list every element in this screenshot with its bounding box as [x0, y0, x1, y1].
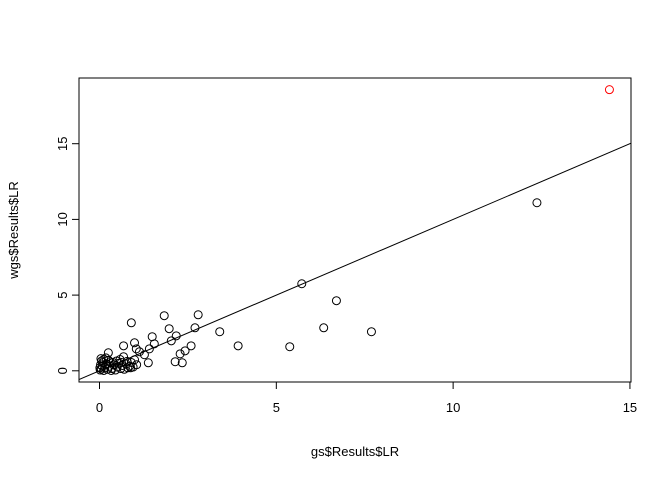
plot-marks — [79, 85, 631, 381]
data-point — [171, 331, 181, 341]
data-point — [106, 365, 116, 375]
x-tick-label: 5 — [273, 400, 280, 415]
data-point — [130, 338, 140, 348]
data-point — [297, 279, 307, 289]
y-tick-label: 0 — [55, 367, 70, 374]
data-point — [170, 357, 180, 367]
data-point — [139, 350, 149, 360]
data-point — [319, 323, 329, 333]
data-point — [180, 346, 190, 356]
data-point — [122, 356, 132, 366]
y-tick-label: 10 — [55, 212, 70, 226]
data-point — [132, 360, 142, 370]
y-tick-label: 5 — [55, 291, 70, 298]
data-point — [143, 358, 153, 368]
data-point — [285, 342, 295, 352]
data-point — [95, 363, 105, 373]
data-point — [159, 311, 169, 321]
data-point — [331, 296, 341, 306]
x-tick-label: 10 — [446, 400, 460, 415]
data-point — [126, 357, 136, 367]
plot-box — [78, 77, 632, 383]
data-point — [177, 358, 187, 368]
data-point — [96, 354, 106, 364]
data-point — [233, 341, 243, 351]
data-point — [190, 323, 200, 333]
data-point — [144, 344, 154, 354]
data-point — [149, 339, 159, 349]
reference-line — [79, 142, 631, 381]
data-point — [134, 347, 144, 357]
x-tick-label: 0 — [96, 400, 103, 415]
data-point — [186, 341, 196, 351]
data-point — [193, 310, 203, 320]
data-point — [166, 336, 176, 346]
y-tick-label: 15 — [55, 136, 70, 150]
axes: 0 5 10 15 0 5 10 15 — [55, 77, 637, 415]
x-axis-label: gs$Results$LR — [311, 444, 399, 459]
data-point — [119, 341, 129, 351]
data-point — [116, 357, 126, 367]
data-point — [126, 318, 136, 328]
x-tick-label: 15 — [623, 400, 637, 415]
data-point — [366, 327, 376, 337]
highlighted-data-point — [604, 85, 614, 95]
y-axis-label: wgs$Results$LR — [6, 181, 21, 280]
data-point — [164, 324, 174, 334]
data-point — [103, 348, 113, 358]
data-point — [215, 327, 225, 337]
data-point — [532, 198, 542, 208]
data-point — [175, 349, 185, 359]
data-point — [131, 344, 141, 354]
